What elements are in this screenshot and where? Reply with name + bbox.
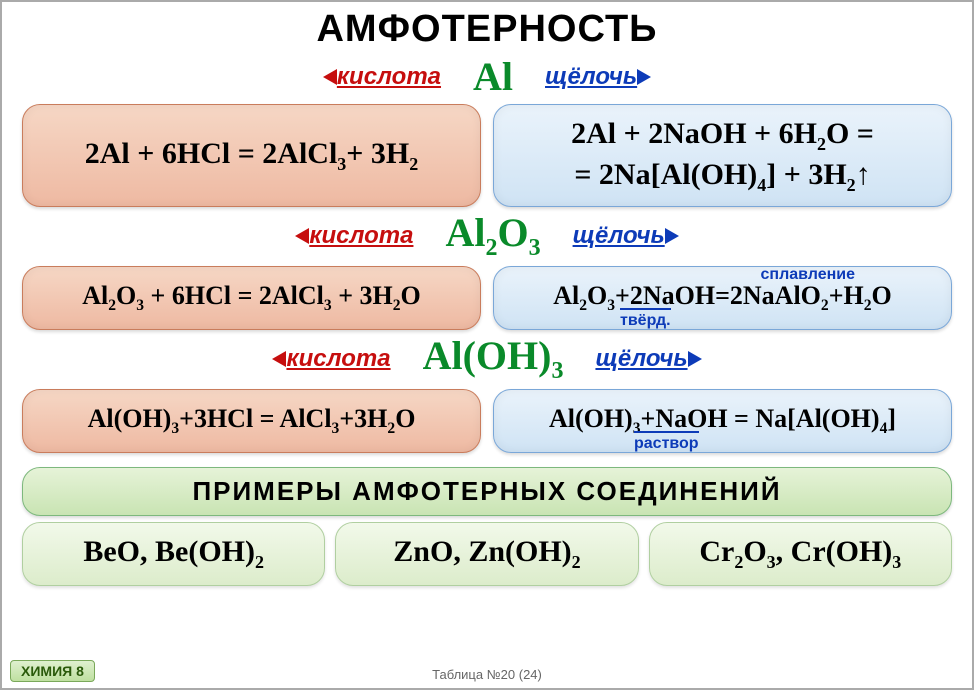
equation: Al(OH)3+3HCl = AlCl3+3H2O bbox=[88, 403, 416, 439]
acid-label: кислота bbox=[282, 345, 414, 373]
example-card: Cr2O3, Cr(OH)3 bbox=[649, 522, 952, 586]
base-reaction-card: сплавление Al2O3+2NaOH=2NaAlO2+H2O твёрд… bbox=[493, 266, 952, 330]
example-card: ZnO, Zn(OH)2 bbox=[335, 522, 638, 586]
section-al2o3: кислота Al2O3 щёлочь Al2O3 + 6HCl = 2AlC… bbox=[2, 209, 972, 330]
examples-header: ПРИМЕРЫ АМФОТЕРНЫХ СОЕДИНЕНИЙ bbox=[22, 467, 952, 516]
reaction-pair: Al2O3 + 6HCl = 2AlCl3 + 3H2O сплавление … bbox=[22, 266, 952, 330]
center-formula-al2o3: Al2O3 bbox=[445, 209, 540, 262]
examples-row: BeO, Be(OH)2 ZnO, Zn(OH)2 Cr2O3, Cr(OH)3 bbox=[2, 522, 972, 586]
label-row: кислота Al щёлочь bbox=[22, 53, 952, 100]
example-card: BeO, Be(OH)2 bbox=[22, 522, 325, 586]
section-al: кислота Al щёлочь 2Al + 6HCl = 2AlCl3+ 3… bbox=[2, 53, 972, 207]
label-row: кислота Al(OH)3 щёлочь bbox=[22, 332, 952, 385]
equation: Al(OH)3+NaOH = Na[Al(OH)4] bbox=[549, 403, 896, 439]
note-under: раствор bbox=[634, 431, 699, 454]
acid-label: кислота bbox=[333, 63, 465, 91]
section-aloh3: кислота Al(OH)3 щёлочь Al(OH)3+3HCl = Al… bbox=[2, 332, 972, 453]
reaction-pair: Al(OH)3+3HCl = AlCl3+3H2O Al(OH)3+NaOH =… bbox=[22, 389, 952, 453]
base-reaction-card: Al(OH)3+NaOH = Na[Al(OH)4] раствор bbox=[493, 389, 952, 453]
equation: 2Al + 6HCl = 2AlCl3+ 3H2 bbox=[85, 135, 418, 176]
base-reaction-card: 2Al + 2NaOH + 6H2O == 2Na[Al(OH)4] + 3H2… bbox=[493, 104, 952, 207]
acid-reaction-card: 2Al + 6HCl = 2AlCl3+ 3H2 bbox=[22, 104, 481, 207]
equation: 2Al + 2NaOH + 6H2O == 2Na[Al(OH)4] + 3H2… bbox=[571, 115, 874, 196]
reaction-pair: 2Al + 6HCl = 2AlCl3+ 3H2 2Al + 2NaOH + 6… bbox=[22, 104, 952, 207]
base-label: щёлочь bbox=[571, 345, 691, 373]
page-title: АМФОТЕРНОСТЬ bbox=[2, 8, 972, 51]
acid-label: кислота bbox=[305, 222, 437, 250]
footer-mid: Таблица №20 (24) bbox=[432, 667, 542, 682]
footer-tag: ХИМИЯ 8 bbox=[10, 660, 95, 682]
center-formula-aloh3: Al(OH)3 bbox=[423, 332, 564, 385]
acid-reaction-card: Al(OH)3+3HCl = AlCl3+3H2O bbox=[22, 389, 481, 453]
equation: Al2O3+2NaOH=2NaAlO2+H2O bbox=[553, 280, 892, 316]
note-under: твёрд. bbox=[620, 308, 671, 331]
base-label: щёлочь bbox=[521, 63, 641, 91]
center-formula-al: Al bbox=[473, 53, 513, 100]
base-label: щёлочь bbox=[549, 222, 669, 250]
note-over: сплавление bbox=[761, 265, 856, 285]
label-row: кислота Al2O3 щёлочь bbox=[22, 209, 952, 262]
equation: Al2O3 + 6HCl = 2AlCl3 + 3H2O bbox=[82, 280, 421, 316]
acid-reaction-card: Al2O3 + 6HCl = 2AlCl3 + 3H2O bbox=[22, 266, 481, 330]
